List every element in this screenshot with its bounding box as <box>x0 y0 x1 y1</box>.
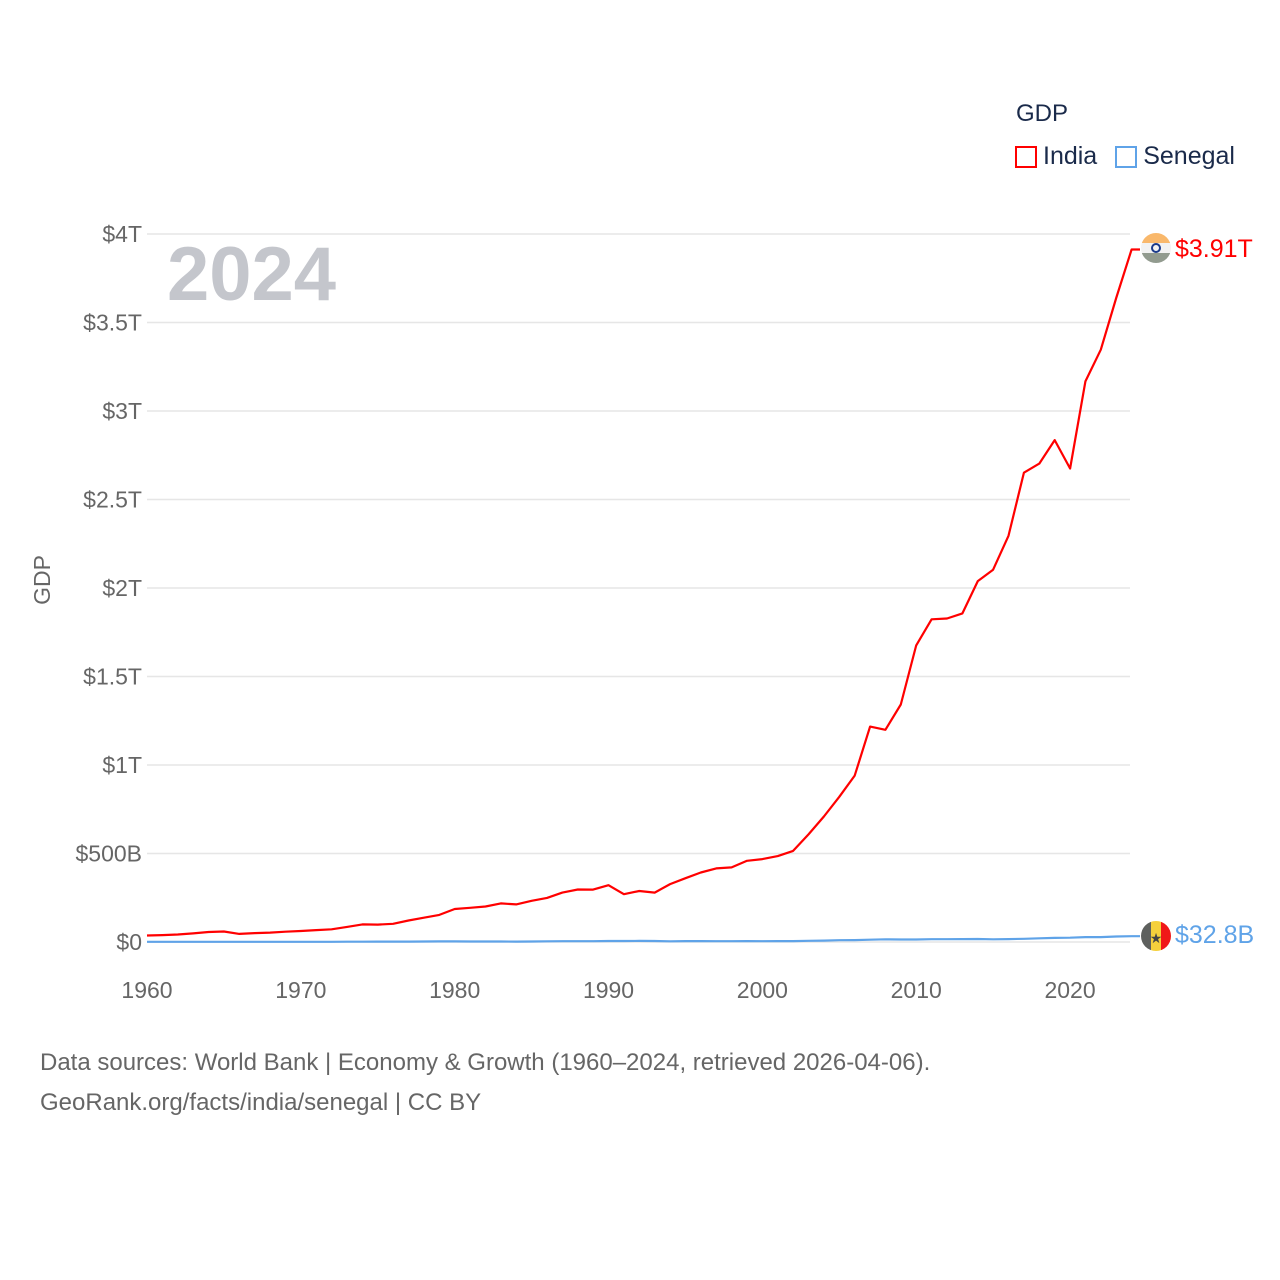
gridlines <box>147 233 1130 943</box>
india-gdp-line <box>146 248 1140 937</box>
y-tick-label: $4T <box>102 221 142 247</box>
legend-item-senegal[interactable]: Senegal <box>1115 142 1235 171</box>
y-tick-label: $500B <box>75 841 142 867</box>
y-axis-ticks: $0 $500B $1T $1.5T $2T $2.5T $3T $3.5T $4T <box>75 221 142 955</box>
x-tick-label: 2000 <box>737 977 788 1003</box>
india-end-label: $3.91T <box>1175 235 1253 263</box>
source-line: Data sources: World Bank | Economy & Gro… <box>40 1049 931 1076</box>
senegal-end-label: $32.8B <box>1175 921 1254 949</box>
x-tick-label: 1990 <box>583 977 634 1003</box>
y-tick-label: $2T <box>102 575 142 601</box>
india-flag-icon <box>1141 233 1171 263</box>
svg-text:★: ★ <box>1150 930 1163 946</box>
x-tick-label: 1980 <box>429 977 480 1003</box>
y-tick-label: $3T <box>102 398 142 424</box>
x-axis-ticks: 1960 1970 1980 1990 2000 2010 2020 <box>121 977 1095 1003</box>
attribution-line[interactable]: GeoRank.org/facts/india/senegal | CC BY <box>40 1089 482 1116</box>
y-tick-label: $0 <box>116 929 142 955</box>
y-tick-label: $3.5T <box>83 310 142 336</box>
year-overlay: 2024 <box>167 232 336 317</box>
senegal-gdp-line <box>147 935 1140 943</box>
legend-title: GDP <box>1016 100 1069 127</box>
senegal-swatch <box>1115 145 1138 168</box>
legend: India Senegal <box>1015 142 1235 171</box>
legend-label-senegal: Senegal <box>1143 142 1235 170</box>
legend-item-india[interactable]: India <box>1015 142 1097 171</box>
x-tick-label: 1960 <box>121 977 172 1003</box>
series-lines <box>146 248 1140 943</box>
india-swatch <box>1015 145 1037 168</box>
y-tick-label: $2.5T <box>83 487 142 513</box>
x-tick-label: 1970 <box>275 977 326 1003</box>
y-tick-label: $1T <box>102 752 142 778</box>
x-tick-label: 2020 <box>1044 977 1095 1003</box>
senegal-flag-icon: ★ <box>1141 921 1171 951</box>
y-axis-label: GDP <box>29 555 55 605</box>
legend-label-india: India <box>1043 142 1098 170</box>
x-tick-label: 2010 <box>891 977 942 1003</box>
data-source-footer: Data sources: World Bank | Economy & Gro… <box>40 1043 930 1123</box>
y-tick-label: $1.5T <box>83 664 142 690</box>
